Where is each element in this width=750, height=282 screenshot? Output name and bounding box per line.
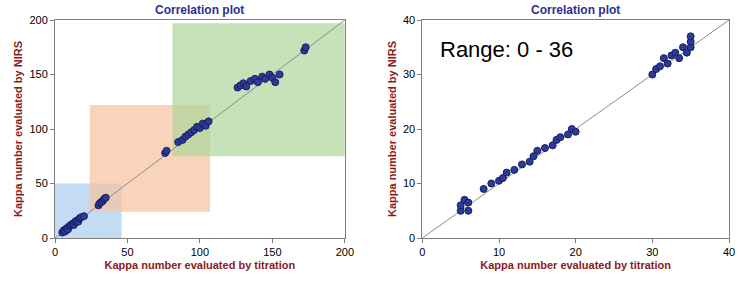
svg-text:20: 20: [570, 246, 582, 258]
svg-text:Kappa number evaluated by NIRS: Kappa number evaluated by NIRS: [12, 41, 24, 217]
svg-text:150: 150: [29, 68, 47, 80]
svg-text:Range: 0 - 36: Range: 0 - 36: [440, 37, 573, 62]
svg-text:30: 30: [646, 246, 658, 258]
svg-text:0: 0: [409, 232, 415, 244]
svg-text:10: 10: [493, 246, 505, 258]
svg-text:40: 40: [723, 246, 735, 258]
svg-text:Kappa number evaluated by titr: Kappa number evaluated by titration: [105, 259, 296, 271]
svg-text:50: 50: [36, 177, 48, 189]
svg-text:Kappa number evaluated by titr: Kappa number evaluated by titration: [480, 259, 671, 271]
svg-text:Kappa number evaluated by NIRS: Kappa number evaluated by NIRS: [386, 41, 398, 217]
svg-text:40: 40: [403, 14, 415, 26]
svg-text:200: 200: [29, 14, 47, 26]
svg-text:50: 50: [121, 246, 133, 258]
svg-text:30: 30: [403, 68, 415, 80]
svg-text:0: 0: [42, 232, 48, 244]
svg-text:100: 100: [191, 246, 209, 258]
svg-text:150: 150: [263, 246, 281, 258]
svg-text:Correlation plot: Correlation plot: [531, 3, 620, 17]
svg-text:20: 20: [403, 123, 415, 135]
svg-text:100: 100: [29, 123, 47, 135]
svg-text:200: 200: [336, 246, 354, 258]
svg-text:10: 10: [403, 177, 415, 189]
svg-text:0: 0: [419, 246, 425, 258]
svg-text:Correlation plot: Correlation plot: [155, 3, 244, 17]
svg-text:0: 0: [52, 246, 58, 258]
